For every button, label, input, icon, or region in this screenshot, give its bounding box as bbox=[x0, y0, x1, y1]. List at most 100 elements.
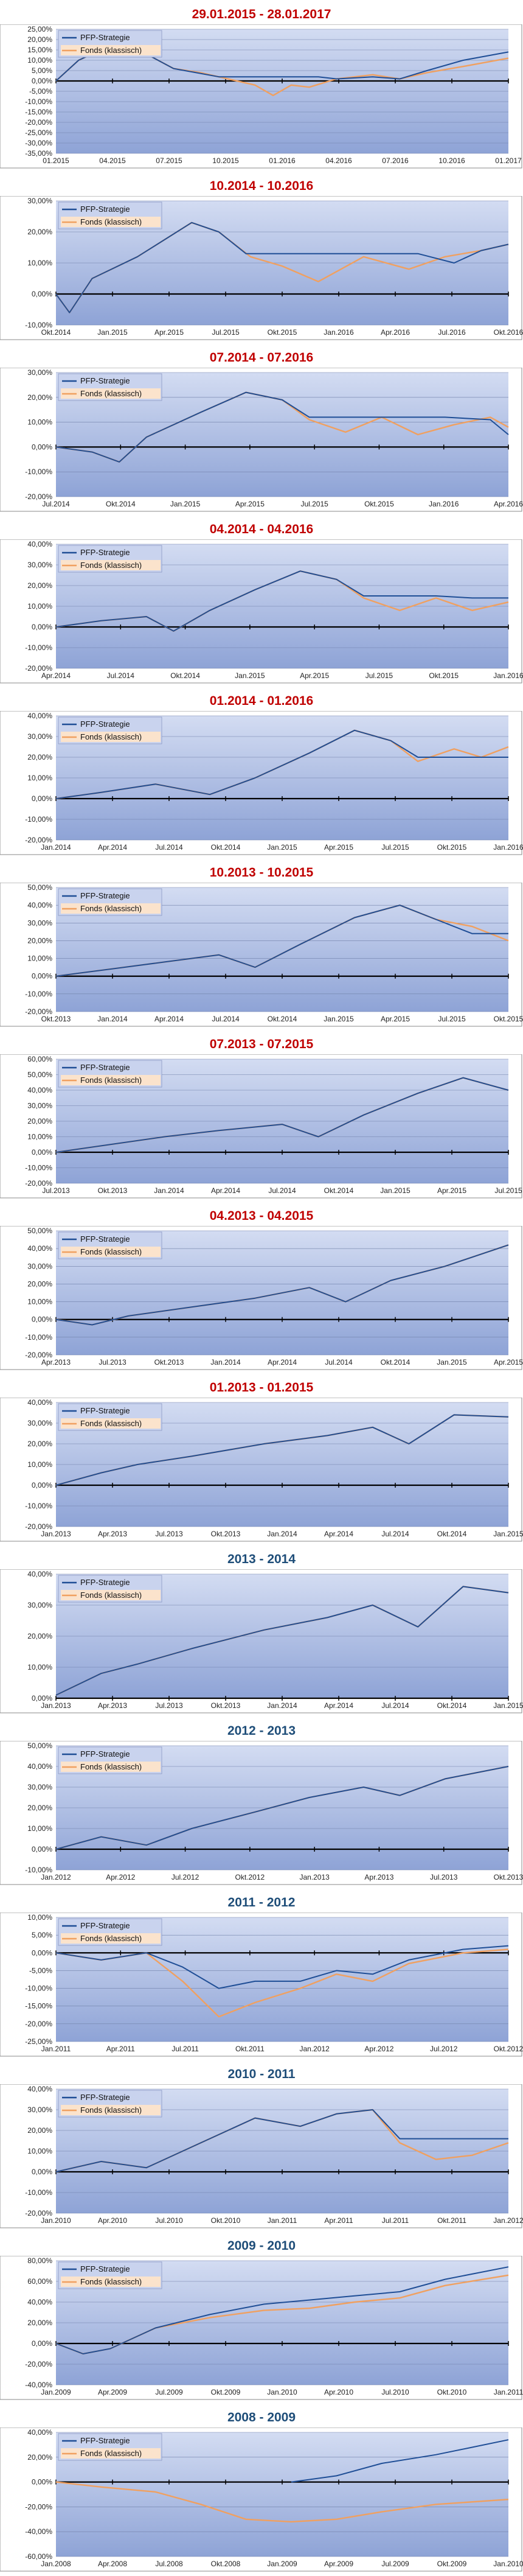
x-tick-label: 01.2015 bbox=[43, 156, 69, 165]
chart-svg: -10,00% 0,00% 10,00% 20,00% 30,00% Okt.2014 Ja… bbox=[0, 196, 523, 340]
x-tick-label: Jan.2013 bbox=[299, 1873, 330, 1881]
y-tick-label: 0,00% bbox=[32, 972, 52, 981]
x-tick-label: Apr.2011 bbox=[106, 2045, 135, 2053]
series-line-pfp bbox=[55, 1945, 509, 1989]
x-tick-label: Apr.2013 bbox=[98, 1701, 127, 1710]
y-tick-label: 50,00% bbox=[27, 1227, 52, 1235]
x-tick-label: Apr.2014 bbox=[268, 1358, 297, 1367]
chart-svg: -20,00% -10,00% 0,00% 10,00% 20,00% 30,00% 40,… bbox=[0, 1398, 523, 1542]
series-line-pfp bbox=[55, 222, 509, 313]
x-tick-label: Okt.2016 bbox=[494, 328, 523, 337]
x-tick-label: Jan.2013 bbox=[41, 1530, 71, 1538]
y-tick-label: 20,00% bbox=[27, 1117, 52, 1125]
chart-title: 10.2014 - 10.2016 bbox=[209, 179, 314, 193]
y-tick-label: 60,00% bbox=[27, 2277, 52, 2286]
y-tick-label: 5,00% bbox=[32, 1931, 52, 1939]
x-tick-label: Jan.2009 bbox=[267, 2560, 297, 2568]
y-tick-label: 0,00% bbox=[32, 77, 52, 85]
chart-title: 04.2013 - 04.2015 bbox=[209, 1209, 314, 1223]
y-tick-label: -10,00% bbox=[25, 321, 52, 329]
chart-panel: 2009 - 2010 -40,00% -20,00% 0,00% 20,00% 40,0… bbox=[0, 2231, 523, 2403]
chart-panel: 07.2014 - 07.2016 -20,00% -10,00% 0,00% 10,0… bbox=[0, 343, 523, 515]
x-tick-label: Okt.2010 bbox=[211, 2216, 241, 2225]
x-tick-label: Jul.2014 bbox=[155, 843, 183, 852]
chart-title: 01.2014 - 01.2016 bbox=[209, 694, 314, 708]
legend-highlight bbox=[61, 1247, 161, 1257]
y-tick-label: 10,00% bbox=[27, 774, 52, 782]
x-tick-label: 10.2016 bbox=[438, 156, 465, 165]
legend-label-fonds: Fonds (klassisch) bbox=[80, 46, 142, 55]
y-tick-label: 10,00% bbox=[27, 602, 52, 611]
y-tick-label: -20,00% bbox=[25, 2502, 52, 2511]
y-tick-label: -10,00% bbox=[25, 97, 52, 106]
x-tick-label: Jul.2014 bbox=[381, 1530, 409, 1538]
x-tick-label: Okt.2008 bbox=[211, 2560, 241, 2568]
series-line-pfp bbox=[55, 391, 509, 463]
series-line-pfp bbox=[55, 2109, 508, 2172]
x-tick-label: Apr.2010 bbox=[324, 2388, 353, 2396]
x-tick-label: Jul.2009 bbox=[155, 2388, 183, 2396]
y-tick-label: 20,00% bbox=[27, 581, 52, 590]
x-tick-label: Jul.2014 bbox=[212, 1015, 240, 1023]
legend-label-fonds: Fonds (klassisch) bbox=[80, 1934, 142, 1943]
x-tick-label: Apr.2014 bbox=[41, 671, 71, 680]
legend-label-fonds: Fonds (klassisch) bbox=[80, 732, 142, 741]
chart-panel: 04.2014 - 04.2016 -20,00% -10,00% 0,00% 10,0… bbox=[0, 515, 523, 687]
x-tick-label: Apr.2012 bbox=[364, 2045, 393, 2053]
chart-title: 10.2013 - 10.2015 bbox=[209, 866, 314, 880]
y-tick-label: 40,00% bbox=[27, 1398, 52, 1407]
x-tick-label: Jul.2011 bbox=[382, 2216, 409, 2225]
y-tick-label: 30,00% bbox=[27, 1601, 52, 1609]
x-tick-label: Jul.2013 bbox=[99, 1358, 126, 1367]
y-tick-label: 10,00% bbox=[27, 1298, 52, 1306]
legend-label-fonds: Fonds (klassisch) bbox=[80, 1419, 142, 1428]
x-tick-label: Jul.2015 bbox=[438, 1015, 466, 1023]
legend-label-pfp: PFP-Strategie bbox=[80, 1234, 130, 1244]
x-tick-label: Jul.2012 bbox=[171, 1873, 199, 1881]
x-tick-label: Okt.2014 bbox=[211, 843, 241, 852]
x-tick-label: Okt.2011 bbox=[235, 2045, 265, 2053]
legend-label-pfp: PFP-Strategie bbox=[80, 1749, 130, 1759]
y-tick-label: 60,00% bbox=[27, 1055, 52, 1063]
y-tick-label: 40,00% bbox=[27, 2085, 52, 2093]
y-tick-label: -20,00% bbox=[25, 1351, 52, 1359]
x-tick-label: Jul.2013 bbox=[155, 1530, 183, 1538]
chart-title: 07.2014 - 07.2016 bbox=[209, 351, 314, 365]
y-tick-label: 0,00% bbox=[32, 290, 52, 298]
y-tick-label: -20,00% bbox=[25, 2360, 52, 2368]
y-tick-label: 20,00% bbox=[27, 35, 52, 44]
y-tick-label: 0,00% bbox=[32, 443, 52, 451]
y-tick-label: 30,00% bbox=[27, 1102, 52, 1110]
x-tick-label: Okt.2012 bbox=[494, 2045, 523, 2053]
x-tick-label: Okt.2013 bbox=[41, 1015, 71, 1023]
x-tick-label: Jan.2011 bbox=[494, 2388, 523, 2396]
legend-label-fonds: Fonds (klassisch) bbox=[80, 2449, 142, 2458]
x-tick-label: Okt.2015 bbox=[429, 671, 459, 680]
chart-svg: -20,00% -10,00% 0,00% 10,00% 20,00% 30,00% 40,… bbox=[0, 539, 523, 684]
x-tick-label: Jul.2013 bbox=[42, 1186, 70, 1195]
x-tick-label: 07.2016 bbox=[382, 156, 409, 165]
x-tick-label: Apr.2013 bbox=[98, 1530, 127, 1538]
y-tick-label: 40,00% bbox=[27, 901, 52, 909]
series-line-pfp bbox=[55, 2266, 509, 2354]
chart-title: 07.2013 - 07.2015 bbox=[209, 1037, 314, 1051]
x-tick-label: Jul.2015 bbox=[494, 1186, 522, 1195]
y-tick-label: 0,00% bbox=[32, 794, 52, 803]
legend-label-pfp: PFP-Strategie bbox=[80, 548, 130, 557]
x-tick-label: Jan.2008 bbox=[41, 2560, 71, 2568]
y-tick-label: 10,00% bbox=[27, 56, 52, 65]
y-tick-label: 10,00% bbox=[27, 1663, 52, 1671]
y-tick-label: 40,00% bbox=[27, 540, 52, 548]
chart-svg: -20,00% -10,00% 0,00% 10,00% 20,00% 30,00% 40,… bbox=[0, 711, 523, 855]
x-tick-label: Apr.2016 bbox=[381, 328, 410, 337]
x-tick-label: Apr.2009 bbox=[324, 2560, 353, 2568]
y-tick-label: -20,00% bbox=[25, 2020, 52, 2028]
legend-label-fonds: Fonds (klassisch) bbox=[80, 1762, 142, 1771]
y-tick-label: -20,00% bbox=[25, 118, 52, 127]
x-tick-label: Okt.2014 bbox=[381, 1358, 410, 1367]
series-line-pfp bbox=[291, 2439, 509, 2483]
y-tick-label: 30,00% bbox=[27, 1262, 52, 1270]
x-tick-label: Jan.2014 bbox=[97, 1015, 128, 1023]
legend-label-pfp: PFP-Strategie bbox=[80, 33, 130, 42]
chart-title: 2012 - 2013 bbox=[227, 1724, 296, 1738]
